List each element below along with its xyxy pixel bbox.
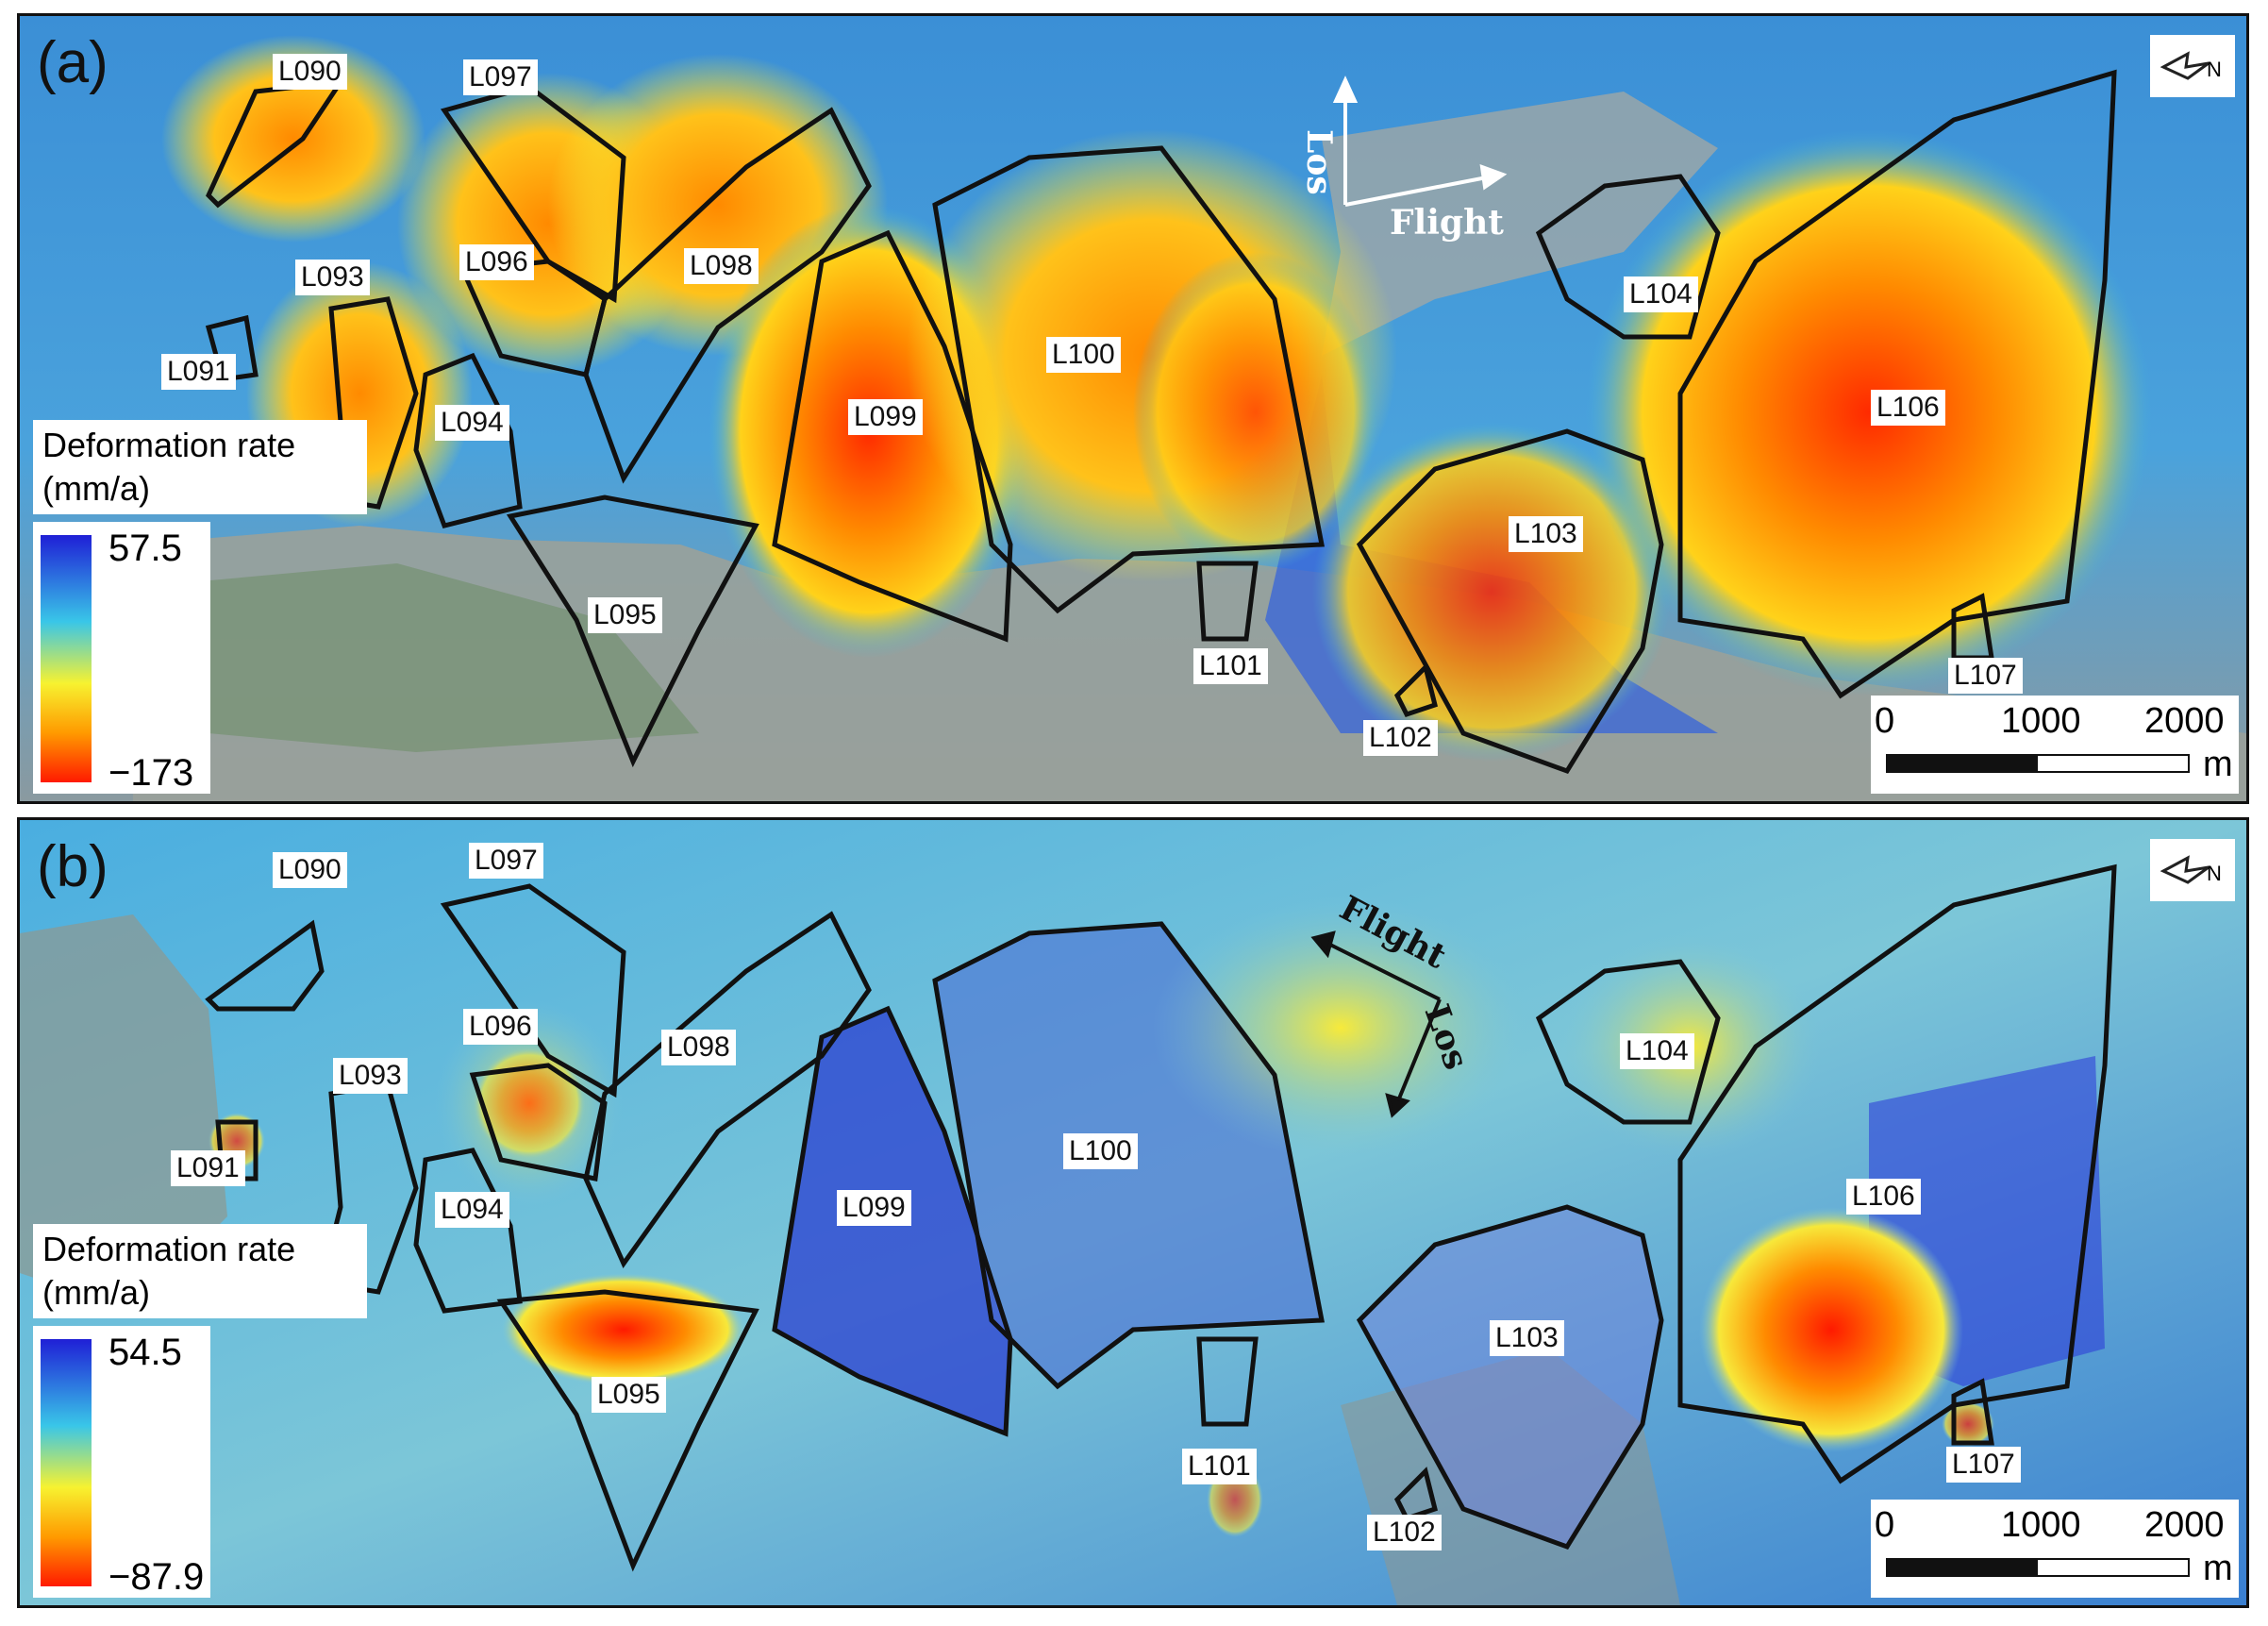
landslide-label: L090	[273, 852, 347, 888]
landslide-label: L091	[171, 1150, 245, 1186]
landslide-label: L104	[1620, 1033, 1694, 1069]
north-arrow-icon: N	[2150, 35, 2235, 97]
landslide-label: L107	[1948, 658, 2023, 694]
outline-l100	[932, 145, 1325, 614]
landslide-label: L096	[459, 244, 534, 280]
color-ramp	[41, 1339, 92, 1586]
landslide-label: L094	[435, 405, 509, 441]
landslide-label: L099	[837, 1190, 911, 1226]
legend-ramp-box: 54.5 −87.9	[33, 1326, 210, 1598]
landslide-label: L106	[1846, 1179, 1921, 1215]
legend-title: Deformation rate (mm/a)	[33, 420, 367, 514]
landslide-label: L099	[848, 399, 923, 435]
landslide-label: L100	[1046, 337, 1121, 373]
color-legend: Deformation rate (mm/a) 54.5 −87.9	[33, 1224, 367, 1598]
landslide-label: L101	[1193, 648, 1268, 684]
svg-text:N: N	[2207, 862, 2222, 885]
legend-max: 57.5	[108, 528, 182, 569]
landslide-label: L093	[333, 1058, 408, 1094]
color-legend: Deformation rate (mm/a) 57.5 −173	[33, 420, 367, 794]
landslide-label: L095	[588, 597, 662, 633]
outline-l102	[1393, 662, 1438, 718]
legend-title: Deformation rate (mm/a)	[33, 1224, 367, 1318]
panel-a: (a) Los Flight N L090 L091 L093 L094 L09…	[17, 13, 2249, 804]
legend-max: 54.5	[108, 1332, 182, 1373]
outline-l106	[1677, 69, 2117, 699]
landslide-label: L095	[592, 1377, 666, 1413]
landslide-label: L096	[463, 1009, 538, 1045]
landslide-label: L093	[295, 260, 370, 295]
landslide-label: L091	[161, 354, 236, 390]
outline-l103	[1356, 428, 1664, 775]
panel-b: (b) Flight Los N L090 L091 L093 L094 L09…	[17, 817, 2249, 1608]
legend-min: −87.9	[108, 1556, 205, 1598]
landslide-label: L097	[469, 843, 543, 879]
landslide-label: L098	[661, 1030, 736, 1065]
landslide-label: L090	[273, 54, 347, 90]
landslide-label: L098	[684, 248, 759, 284]
outline-l099	[772, 229, 1013, 643]
flight-label: Flight	[1390, 203, 1504, 243]
landslide-label: L107	[1946, 1447, 2021, 1483]
outline-l101	[1196, 561, 1259, 642]
landslide-label: L100	[1063, 1133, 1138, 1169]
outline-l094	[413, 352, 523, 528]
landslide-label: L103	[1490, 1320, 1564, 1356]
landslide-label: L102	[1367, 1515, 1442, 1551]
landslide-label: L097	[463, 59, 538, 95]
color-ramp	[41, 535, 92, 782]
scale-bar: 0 1000 2000 m	[1871, 1500, 2239, 1598]
landslide-label: L102	[1363, 720, 1438, 756]
svg-text:N: N	[2207, 58, 2222, 81]
landslide-label: L106	[1871, 390, 1945, 426]
outline-l095	[506, 495, 759, 768]
scale-bar: 0 1000 2000 m	[1871, 696, 2239, 794]
panel-letter: (a)	[37, 30, 108, 95]
landslide-label: L104	[1624, 277, 1698, 312]
outline-l098	[583, 107, 872, 484]
north-arrow-icon: N	[2150, 839, 2235, 901]
outline-l090	[206, 78, 346, 209]
outline-l104	[1535, 174, 1721, 340]
legend-min: −173	[108, 752, 194, 794]
landslide-label: L094	[435, 1192, 509, 1228]
landslide-label: L103	[1509, 516, 1583, 552]
los-label: Los	[1299, 129, 1339, 195]
landslide-label: L101	[1182, 1449, 1257, 1484]
legend-ramp-box: 57.5 −173	[33, 522, 210, 794]
panel-letter: (b)	[37, 834, 108, 899]
